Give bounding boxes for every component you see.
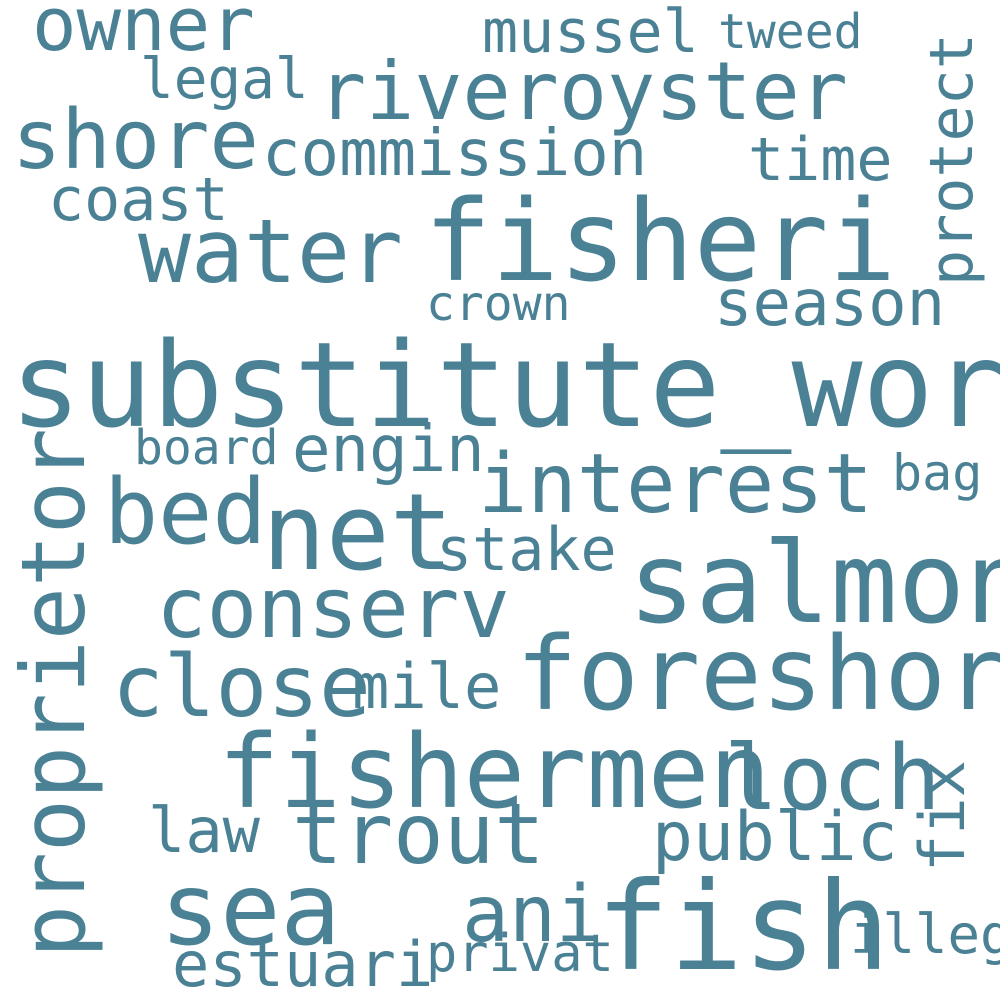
word-net: net xyxy=(262,471,454,594)
word-close: close xyxy=(112,637,371,737)
word-interest: interest xyxy=(478,437,873,532)
word-loch: loch xyxy=(724,726,941,831)
word-fisheri: fisheri xyxy=(424,177,897,307)
word-public: public xyxy=(652,798,898,877)
word-shore: shore xyxy=(12,93,259,188)
word-salmon: salmon xyxy=(628,519,1000,649)
word-foreshor: foreshor xyxy=(516,615,1000,734)
word-bag: bag xyxy=(892,444,983,502)
word-commission: commission xyxy=(262,117,648,191)
word-trout: trout xyxy=(292,785,545,883)
word-tweed: tweed xyxy=(718,4,863,60)
word-estuari: estuari xyxy=(172,928,434,1000)
word-engin: engin xyxy=(292,413,485,487)
word-substitute_word: substitute_word xyxy=(10,316,1000,454)
word-legal: legal xyxy=(140,47,309,112)
word-stake: stake xyxy=(436,515,617,585)
word-illeg: illeg xyxy=(850,903,1000,966)
word-time: time xyxy=(748,125,893,195)
word-proprietor: proprietor xyxy=(2,428,105,958)
word-privat: privat xyxy=(426,924,614,984)
word-season: season xyxy=(714,267,946,341)
word-bed: bed xyxy=(104,460,267,565)
word-law: law xyxy=(148,794,260,867)
word-water: water xyxy=(138,200,403,303)
word-fishermen: fishermen xyxy=(218,713,771,832)
word-owner: owner xyxy=(32,0,255,68)
word-crown: crown xyxy=(426,276,571,332)
word-board: board xyxy=(134,420,279,476)
word-mussel: mussel xyxy=(482,0,699,67)
word-ani: ani xyxy=(462,870,603,960)
word-riveroyster: riveroyster xyxy=(318,45,848,138)
word-fix: fix xyxy=(906,760,979,872)
word-sea: sea xyxy=(160,851,341,968)
word-conserv: conserv xyxy=(156,559,511,657)
word-fish: fish xyxy=(596,856,890,998)
word-coast: coast xyxy=(48,165,229,235)
word-mile: mile xyxy=(352,650,502,723)
word-protect: protect xyxy=(917,33,987,286)
